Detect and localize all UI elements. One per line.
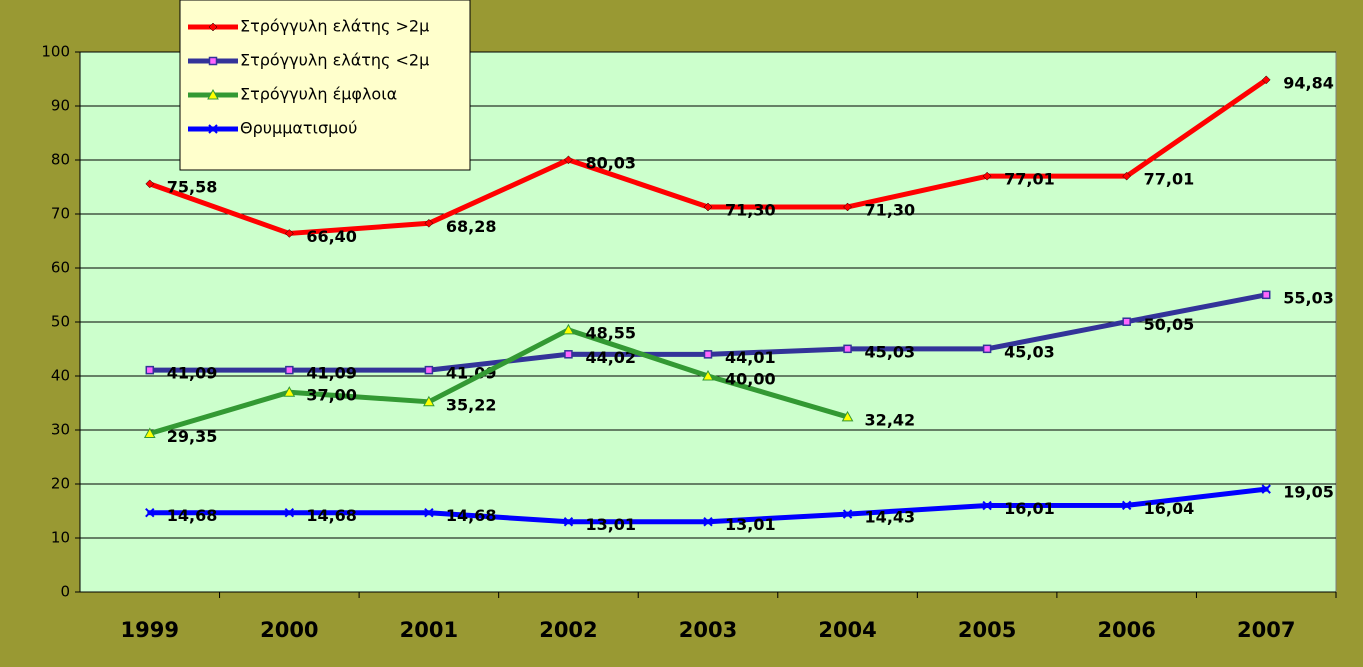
marker — [702, 369, 714, 381]
x-tick-label: 2004 — [818, 618, 876, 642]
data-label: 44,02 — [585, 348, 636, 367]
legend-label: Στρόγγυλη ελάτης >2μ — [240, 17, 429, 36]
marker — [424, 508, 434, 518]
data-label: 41,09 — [167, 364, 218, 383]
marker — [703, 202, 713, 212]
data-label: 37,00 — [306, 386, 357, 405]
data-label: 68,28 — [446, 217, 497, 236]
marker — [1261, 484, 1271, 494]
marker — [982, 344, 992, 354]
marker — [563, 517, 574, 527]
marker — [841, 410, 854, 422]
marker — [283, 386, 296, 397]
data-label: 14,43 — [865, 508, 916, 527]
data-label: 40,00 — [725, 370, 776, 389]
x-tick-label: 2000 — [260, 618, 318, 642]
y-tick-label: 40 — [51, 367, 70, 385]
marker — [703, 517, 713, 527]
marker — [424, 365, 434, 375]
legend-label: Θρυμματισμού — [240, 119, 357, 138]
data-label: 16,01 — [1004, 499, 1055, 518]
legend-label: Στρόγγυλη ελάτης <2μ — [240, 51, 429, 70]
y-tick-label: 100 — [41, 43, 70, 61]
data-label: 77,01 — [1004, 170, 1055, 189]
marker — [1261, 290, 1271, 300]
marker — [1122, 317, 1131, 326]
data-label: 14,68 — [306, 506, 357, 525]
data-label: 13,01 — [585, 515, 636, 534]
marker — [843, 344, 852, 354]
x-tick-label: 1999 — [121, 618, 179, 642]
data-label: 77,01 — [1144, 170, 1195, 189]
marker — [1122, 171, 1132, 181]
data-label: 71,30 — [865, 200, 916, 219]
marker — [207, 88, 219, 100]
marker — [423, 395, 435, 407]
marker — [284, 229, 294, 238]
x-tick-label: 2003 — [679, 618, 737, 642]
data-label: 48,55 — [585, 323, 636, 342]
data-label: 45,03 — [865, 342, 916, 361]
y-tick-label: 20 — [51, 475, 70, 493]
data-label: 16,04 — [1144, 499, 1195, 518]
marker — [285, 365, 294, 375]
marker — [145, 179, 155, 189]
marker — [1261, 75, 1271, 85]
marker — [145, 365, 155, 375]
data-label: 75,58 — [167, 177, 218, 196]
x-tick-label: 2007 — [1237, 618, 1295, 642]
data-label: 80,03 — [585, 153, 636, 172]
y-tick-label: 10 — [51, 529, 70, 547]
marker — [982, 171, 992, 181]
data-label: 19,05 — [1283, 483, 1334, 502]
x-tick-label: 2006 — [1097, 618, 1155, 642]
data-label: 71,30 — [725, 200, 776, 219]
data-label: 41,09 — [306, 364, 357, 383]
y-tick-label: 30 — [51, 421, 70, 439]
y-tick-label: 70 — [51, 205, 70, 223]
y-tick-label: 80 — [51, 151, 70, 169]
marker — [208, 22, 218, 32]
y-tick-label: 50 — [51, 313, 70, 331]
x-tick-label: 2002 — [539, 618, 597, 642]
data-label: 45,03 — [1004, 342, 1055, 361]
data-label: 41,09 — [446, 364, 497, 383]
data-label: 50,05 — [1144, 315, 1195, 334]
data-label: 14,68 — [446, 506, 497, 525]
marker — [284, 508, 295, 518]
marker — [208, 124, 218, 134]
marker — [1121, 500, 1132, 511]
data-label: 13,01 — [725, 515, 776, 534]
data-label: 66,40 — [306, 227, 357, 246]
marker — [843, 202, 852, 212]
marker — [143, 427, 156, 439]
data-label: 29,35 — [167, 427, 218, 446]
marker — [564, 155, 573, 165]
x-tick-label: 2005 — [958, 618, 1016, 642]
marker — [842, 509, 853, 519]
x-tick-label: 2001 — [400, 618, 458, 642]
series-line — [147, 327, 851, 437]
marker — [982, 500, 992, 511]
y-tick-label: 0 — [60, 583, 70, 601]
data-label: 55,03 — [1283, 288, 1334, 307]
y-tick-label: 60 — [51, 259, 70, 277]
data-label: 35,22 — [446, 395, 497, 414]
data-label: 32,42 — [865, 410, 916, 429]
marker — [145, 508, 155, 518]
data-label: 14,68 — [167, 506, 218, 525]
marker — [208, 56, 218, 66]
y-tick-label: 90 — [51, 97, 70, 115]
data-label: 44,01 — [725, 348, 776, 367]
legend-label: Στρόγγυλη έμφλοια — [240, 85, 397, 104]
marker — [424, 218, 434, 228]
data-label: 94,84 — [1283, 73, 1334, 92]
marker — [564, 350, 573, 359]
marker — [703, 350, 713, 359]
marker — [562, 323, 575, 335]
